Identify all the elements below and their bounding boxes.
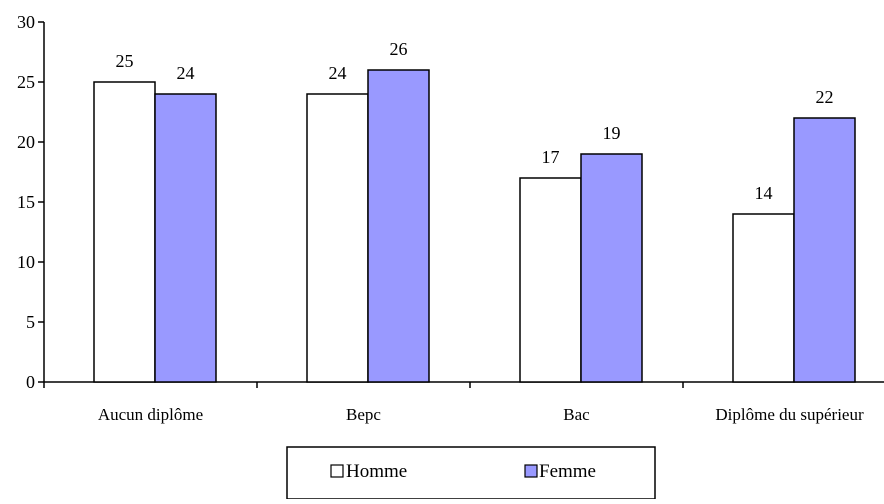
data-label: 17 <box>542 147 560 167</box>
y-tick-label: 0 <box>26 372 35 392</box>
bar-homme <box>519 177 582 383</box>
y-axis: 0 5 10 15 20 25 30 <box>17 12 45 392</box>
data-label: 22 <box>816 87 834 107</box>
bar-homme <box>732 213 795 383</box>
y-tick-label: 30 <box>17 12 35 32</box>
y-tick-label: 5 <box>26 312 35 332</box>
y-tick-label: 15 <box>17 192 35 212</box>
x-tick-label: Bac <box>563 405 590 424</box>
bar-homme <box>306 93 369 383</box>
legend-box <box>286 446 656 500</box>
legend-swatch-femme <box>524 464 538 478</box>
x-tick-label: Diplôme du supérieur <box>715 405 864 424</box>
bar-femme <box>367 69 430 383</box>
data-label: 24 <box>329 63 347 83</box>
x-tick-label: Bepc <box>346 405 381 424</box>
bar-femme <box>793 117 856 383</box>
bar-femme <box>580 153 643 383</box>
data-label: 26 <box>390 39 408 59</box>
legend-label-homme: Homme <box>346 461 407 482</box>
data-label: 14 <box>755 183 773 203</box>
legend-label-femme: Femme <box>539 461 596 482</box>
y-tick-label: 20 <box>17 132 35 152</box>
y-tick-label: 25 <box>17 72 35 92</box>
data-label: 19 <box>603 123 621 143</box>
y-tick-label: 10 <box>17 252 35 272</box>
legend: Homme Femme <box>286 446 656 500</box>
data-label: 25 <box>116 51 134 71</box>
legend-swatch-homme <box>330 464 344 478</box>
data-label: 24 <box>177 63 195 83</box>
data-labels: 25 24 17 14 24 26 19 22 <box>116 39 834 203</box>
x-tick-label: Aucun diplôme <box>98 405 203 424</box>
x-axis: Aucun diplôme Bepc Bac Diplôme du supérieur <box>43 381 884 424</box>
bar-femme <box>154 93 217 383</box>
bars <box>93 69 856 383</box>
bar-homme <box>93 81 156 383</box>
